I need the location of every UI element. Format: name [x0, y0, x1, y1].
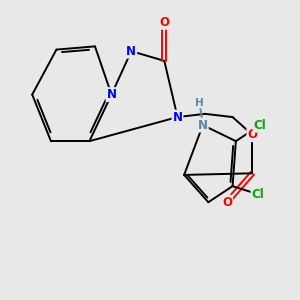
Text: H: H	[195, 98, 204, 108]
Text: N: N	[126, 45, 136, 58]
Text: O: O	[248, 128, 257, 141]
Text: N: N	[198, 118, 208, 132]
Text: O: O	[222, 196, 232, 209]
Text: Cl: Cl	[251, 188, 264, 201]
Text: O: O	[159, 16, 169, 29]
Text: N: N	[172, 111, 182, 124]
Text: N: N	[106, 88, 116, 101]
Text: Cl: Cl	[254, 118, 266, 132]
